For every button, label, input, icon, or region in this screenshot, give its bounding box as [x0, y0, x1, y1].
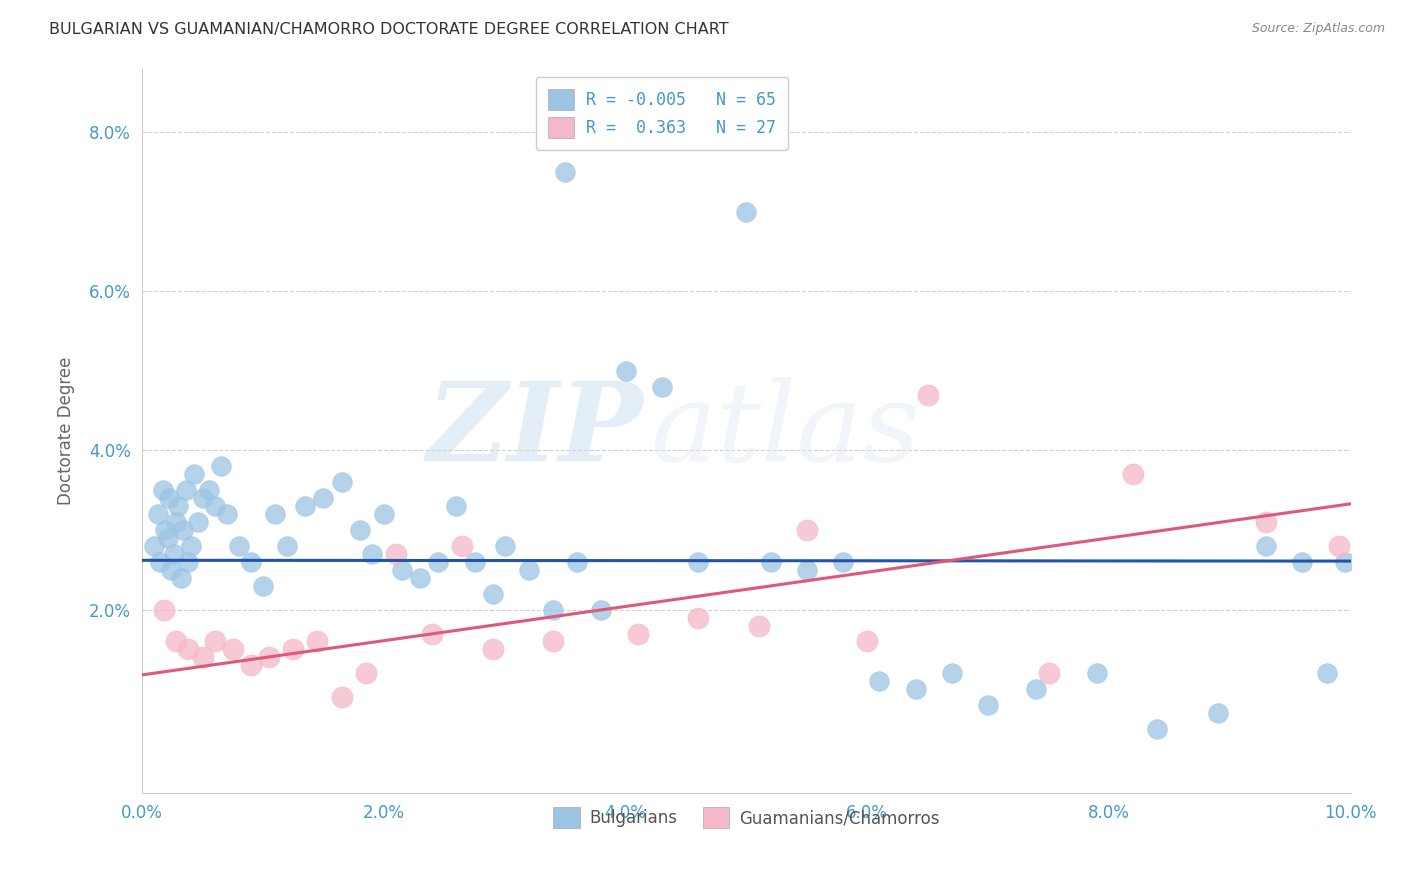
Text: Source: ZipAtlas.com: Source: ZipAtlas.com	[1251, 22, 1385, 36]
Point	[307, 634, 329, 648]
Point	[481, 642, 503, 657]
Point	[409, 571, 432, 585]
Point	[152, 483, 174, 498]
Point	[796, 563, 818, 577]
Point	[627, 626, 650, 640]
Text: BULGARIAN VS GUAMANIAN/CHAMORRO DOCTORATE DEGREE CORRELATION CHART: BULGARIAN VS GUAMANIAN/CHAMORRO DOCTORAT…	[49, 22, 728, 37]
Point	[360, 547, 382, 561]
Point	[1146, 722, 1168, 736]
Point	[541, 602, 564, 616]
Point	[463, 555, 485, 569]
Point	[165, 634, 187, 648]
Point	[204, 634, 226, 648]
Point	[868, 674, 890, 689]
Point	[228, 539, 250, 553]
Point	[146, 507, 169, 521]
Point	[197, 483, 219, 498]
Point	[1254, 539, 1277, 553]
Point	[312, 491, 335, 506]
Point	[451, 539, 474, 553]
Point	[651, 380, 673, 394]
Point	[385, 547, 408, 561]
Point	[917, 388, 939, 402]
Text: ZIP: ZIP	[427, 376, 644, 484]
Point	[204, 499, 226, 513]
Point	[1206, 706, 1229, 720]
Point	[747, 618, 769, 632]
Point	[688, 610, 710, 624]
Point	[209, 459, 232, 474]
Point	[1254, 515, 1277, 529]
Point	[264, 507, 287, 521]
Text: atlas: atlas	[650, 376, 920, 484]
Point	[177, 555, 200, 569]
Point	[191, 491, 214, 506]
Point	[554, 165, 576, 179]
Point	[177, 642, 200, 657]
Point	[191, 650, 214, 665]
Point	[1038, 666, 1060, 681]
Y-axis label: Doctorate Degree: Doctorate Degree	[58, 357, 75, 505]
Point	[252, 579, 274, 593]
Point	[153, 602, 176, 616]
Point	[174, 483, 197, 498]
Point	[276, 539, 298, 553]
Point	[183, 467, 205, 482]
Point	[759, 555, 782, 569]
Point	[446, 499, 468, 513]
Point	[354, 666, 377, 681]
Point	[977, 698, 1000, 712]
Legend: Bulgarians, Guamanians/Chamorros: Bulgarians, Guamanians/Chamorros	[547, 800, 946, 835]
Point	[330, 475, 353, 490]
Point	[420, 626, 443, 640]
Point	[180, 539, 202, 553]
Point	[591, 602, 613, 616]
Point	[1315, 666, 1337, 681]
Point	[1122, 467, 1144, 482]
Point	[427, 555, 450, 569]
Point	[391, 563, 413, 577]
Point	[373, 507, 395, 521]
Point	[494, 539, 516, 553]
Point	[904, 682, 927, 697]
Point	[239, 658, 262, 673]
Point	[796, 523, 818, 537]
Point	[567, 555, 589, 569]
Point	[149, 555, 172, 569]
Point	[541, 634, 564, 648]
Point	[165, 515, 187, 529]
Point	[735, 204, 758, 219]
Point	[157, 491, 180, 506]
Point	[1085, 666, 1108, 681]
Point	[187, 515, 209, 529]
Point	[330, 690, 353, 705]
Point	[688, 555, 710, 569]
Point	[215, 507, 238, 521]
Point	[1327, 539, 1350, 553]
Point	[257, 650, 280, 665]
Point	[856, 634, 879, 648]
Point	[481, 587, 503, 601]
Point	[1291, 555, 1313, 569]
Point	[153, 523, 176, 537]
Point	[1333, 555, 1355, 569]
Point	[156, 531, 179, 545]
Point	[143, 539, 166, 553]
Point	[172, 523, 194, 537]
Point	[1025, 682, 1047, 697]
Point	[941, 666, 963, 681]
Point	[160, 563, 183, 577]
Point	[239, 555, 262, 569]
Point	[167, 499, 190, 513]
Point	[294, 499, 316, 513]
Point	[170, 571, 193, 585]
Point	[517, 563, 540, 577]
Point	[162, 547, 184, 561]
Point	[222, 642, 245, 657]
Point	[832, 555, 855, 569]
Point	[283, 642, 305, 657]
Point	[614, 364, 637, 378]
Point	[349, 523, 371, 537]
